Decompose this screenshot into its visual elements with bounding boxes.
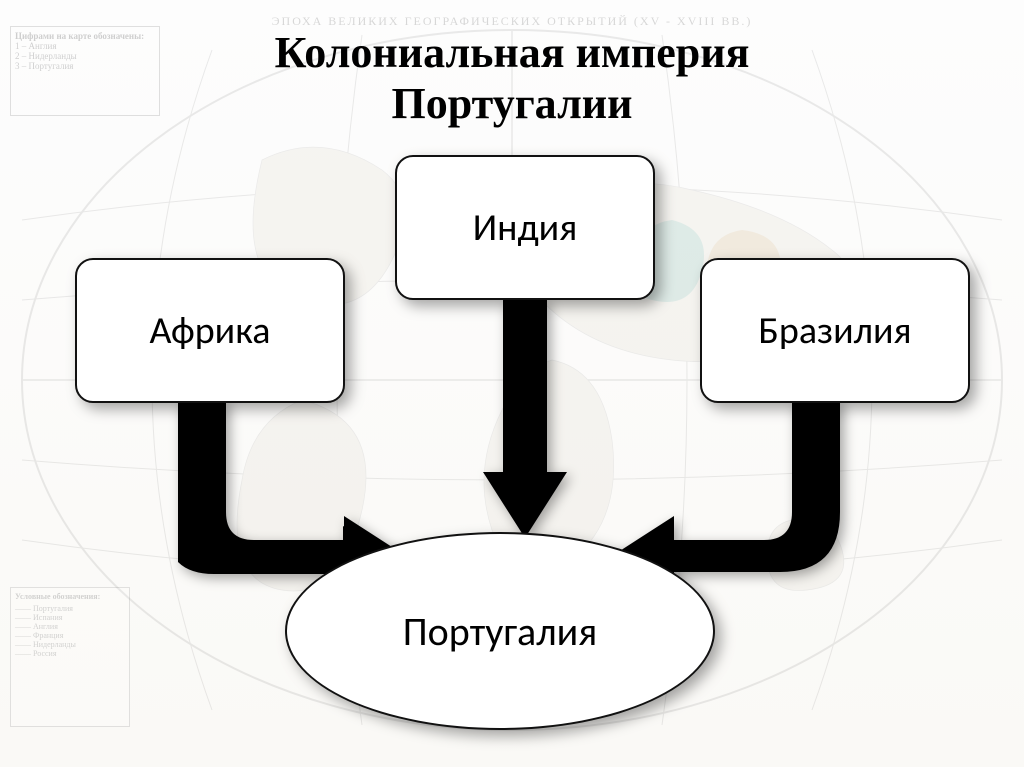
node-india: Индия <box>395 155 655 300</box>
node-india-label: Индия <box>473 205 577 251</box>
arrow-india-to-portugal <box>483 300 567 540</box>
legend2-item: —— Россия <box>15 649 125 658</box>
node-brazil: Бразилия <box>700 258 970 403</box>
node-africa-label: Африка <box>150 308 271 354</box>
node-brazil-label: Бразилия <box>758 308 911 354</box>
node-africa: Африка <box>75 258 345 403</box>
legend2-item: —— Франция <box>15 631 125 640</box>
legend2-item: —— Испания <box>15 613 125 622</box>
title-line1: Колониальная империя <box>275 28 750 77</box>
legend2-item: —— Португалия <box>15 604 125 613</box>
slide-title: Колониальная империя Португалии <box>0 28 1024 129</box>
legend2-header: Условные обозначения: <box>15 592 125 601</box>
legend2-item: —— Англия <box>15 622 125 631</box>
node-portugal-label: Португалия <box>403 607 597 656</box>
map-legend-bottom: Условные обозначения: —— Португалия —— И… <box>10 587 130 727</box>
legend2-item: —— Нидерланды <box>15 640 125 649</box>
title-line2: Португалии <box>392 79 633 128</box>
node-portugal: Португалия <box>285 532 715 730</box>
